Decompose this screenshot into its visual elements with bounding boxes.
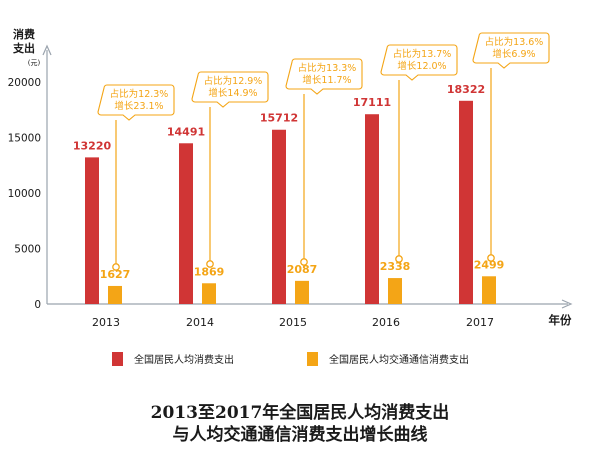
x-tick-label: 2014 xyxy=(186,316,214,329)
callout-box xyxy=(191,71,269,108)
callout-marker xyxy=(487,254,495,262)
bar-consumption xyxy=(365,114,379,305)
x-axis-arrow xyxy=(561,299,573,309)
y-tick-label: 5000 xyxy=(14,244,41,256)
chart-title-line-2: 与人均交通通信消费支出增长曲线 xyxy=(172,425,428,445)
callout-share-text: 占比为13.3% xyxy=(298,62,357,74)
data-label-transport: 1869 xyxy=(194,265,225,278)
y-tick-label: 10000 xyxy=(8,188,41,200)
data-label-consumption: 17111 xyxy=(353,96,391,109)
bar-transport xyxy=(295,280,309,304)
callout-share-text: 占比为13.7% xyxy=(393,48,452,60)
callout-marker xyxy=(206,260,214,268)
callout-growth-text: 增长11.7% xyxy=(302,74,351,86)
x-tick-label: 2015 xyxy=(279,316,307,329)
bar-transport xyxy=(482,276,496,304)
data-label-transport: 2338 xyxy=(380,260,411,273)
x-tick-label: 2017 xyxy=(466,316,494,329)
bar-consumption xyxy=(85,157,99,304)
data-label-consumption: 15712 xyxy=(260,112,298,125)
x-tick-label: 2013 xyxy=(92,316,120,329)
callout-growth-text: 增长23.1% xyxy=(114,100,163,112)
data-label-consumption: 18322 xyxy=(447,83,485,96)
y-axis-arrow xyxy=(42,44,52,56)
data-label-transport: 1627 xyxy=(100,268,131,281)
callout-growth-text: 增长12.0% xyxy=(397,60,446,72)
callout-marker xyxy=(112,263,120,271)
bar-transport xyxy=(108,285,122,304)
bar-consumption xyxy=(179,143,193,304)
legend-swatch-transport xyxy=(307,352,318,366)
bar-consumption xyxy=(272,129,286,304)
y-tick-label: 15000 xyxy=(8,133,41,145)
callout-box xyxy=(285,58,363,95)
callout-share-text: 占比为12.3% xyxy=(110,88,169,100)
x-tick-label: 2016 xyxy=(372,316,400,329)
bar-consumption xyxy=(459,100,473,305)
callout-growth-text: 增长6.9% xyxy=(492,48,535,60)
y-axis-label-line-2: 支出 xyxy=(12,41,35,55)
callout-marker xyxy=(395,255,403,263)
callout-box xyxy=(97,84,175,121)
callout-share-text: 占比为12.9% xyxy=(204,75,263,87)
legend-swatch-consumption xyxy=(112,352,123,366)
callout-box xyxy=(380,44,458,81)
chart-title-line-1: 2013至2017年全国居民人均消费支出 xyxy=(150,403,450,423)
x-axis-label: 年份 xyxy=(549,313,572,327)
bar-transport xyxy=(388,278,402,304)
data-label-transport: 2087 xyxy=(287,263,318,276)
data-label-transport: 2499 xyxy=(474,258,505,271)
y-tick-label: 20000 xyxy=(8,77,41,89)
callout-box xyxy=(472,32,550,69)
y-tick-label: 0 xyxy=(34,299,41,311)
bar-transport xyxy=(202,283,216,304)
callout-marker xyxy=(300,258,308,266)
data-label-consumption: 14491 xyxy=(167,125,205,138)
callout-share-text: 占比为13.6% xyxy=(485,36,544,48)
data-label-consumption: 13220 xyxy=(73,139,112,152)
callout-growth-text: 增长14.9% xyxy=(208,87,257,99)
y-axis-label-line-1: 消费 xyxy=(13,27,35,41)
legend-label-consumption: 全国居民人均消费支出 xyxy=(134,353,234,366)
y-axis-unit: (元) xyxy=(28,59,41,67)
legend-label-transport: 全国居民人均交通通信消费支出 xyxy=(329,353,469,366)
